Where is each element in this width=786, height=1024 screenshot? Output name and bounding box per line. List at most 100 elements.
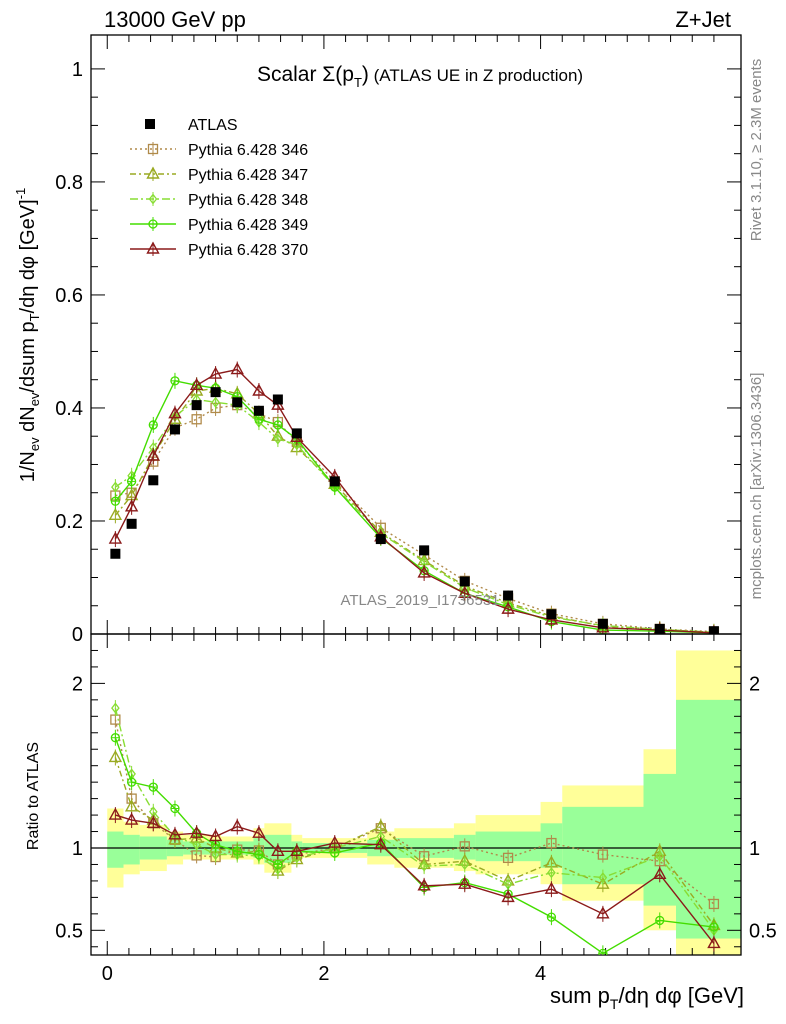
main-y-tick-label: 0.8	[55, 172, 83, 194]
point-data	[253, 405, 264, 416]
x-tick-label: 0	[102, 963, 113, 985]
point-p370	[271, 843, 285, 856]
point-data	[110, 548, 121, 559]
point-p346	[459, 841, 470, 852]
point-p370	[189, 377, 204, 391]
point-data	[503, 590, 514, 601]
point-p347	[108, 507, 123, 521]
x-tick-label: 4	[535, 963, 546, 985]
point-p370	[108, 531, 123, 544]
point-p349	[273, 420, 283, 430]
ratio-y-tick-label-right: 0.5	[749, 920, 777, 942]
legend-marker	[147, 143, 159, 155]
band-green-bin	[107, 831, 124, 868]
point-data	[708, 626, 719, 634]
point-p370	[707, 936, 721, 949]
point-p370	[596, 906, 610, 919]
point-p370	[501, 889, 515, 903]
main-y-tick-label: 0.6	[55, 285, 83, 307]
point-p347	[124, 799, 139, 812]
point-p348	[419, 860, 429, 872]
legend: ATLAS Pythia 6.428 346 Pythia 6.428 347 Pyt…	[130, 117, 308, 259]
main-y-tick-label: 0.4	[55, 398, 83, 420]
x-tick-label: 2	[318, 963, 329, 985]
point-p348	[273, 433, 283, 445]
legend-entry-p347: Pythia 6.428 347	[130, 166, 308, 184]
point-p346	[546, 837, 557, 849]
band-green-bin	[123, 834, 140, 865]
point-p370	[328, 835, 342, 848]
point-p370	[544, 881, 559, 894]
point-p349	[273, 859, 283, 870]
point-data	[272, 394, 283, 405]
point-p346	[502, 852, 514, 864]
ratio-y-tick-label-right: 2	[749, 673, 760, 695]
ratio-y-axis-label: Ratio to ATLAS	[25, 742, 42, 850]
point-p346	[191, 414, 202, 425]
ratio-y-tick-label-right: 1	[749, 838, 760, 860]
analysis-watermark: ATLAS_2019_I1736531	[340, 592, 499, 609]
point-p370	[230, 819, 244, 832]
point-data	[232, 397, 243, 408]
point-p349	[110, 496, 121, 506]
point-data	[169, 424, 180, 435]
point-p370	[653, 866, 667, 880]
point-p348	[547, 867, 556, 879]
point-p347	[108, 750, 123, 763]
series-data	[110, 387, 719, 634]
point-p370	[168, 827, 182, 840]
ratio-bands	[107, 650, 741, 955]
band-green-bin	[643, 773, 676, 906]
legend-marker	[148, 219, 158, 229]
point-p346	[708, 898, 720, 910]
point-p370	[290, 843, 304, 856]
point-p347	[596, 876, 610, 889]
series-p370	[108, 807, 721, 952]
ratio-y-tick-label: 2	[72, 673, 83, 695]
header-right: Z+Jet	[675, 7, 731, 32]
point-p346	[597, 849, 609, 860]
point-p370	[417, 565, 431, 578]
main-y-tick-label: 0.2	[55, 511, 83, 533]
chart-title: Scalar Σ(pT) (ATLAS UE in Z production)	[257, 63, 583, 90]
point-p349	[254, 849, 264, 860]
point-data	[546, 609, 557, 620]
point-data	[654, 623, 665, 634]
point-p349	[655, 915, 665, 926]
point-p348	[460, 858, 470, 871]
point-p370	[417, 878, 431, 891]
point-p349	[254, 414, 264, 424]
point-p370	[252, 825, 266, 838]
legend-entry-p349: Pythia 6.428 349	[130, 217, 308, 234]
point-p349	[170, 803, 180, 814]
point-p348	[111, 481, 120, 493]
point-p370	[124, 499, 139, 512]
point-p370	[208, 829, 223, 842]
point-p370	[146, 448, 160, 461]
ratio-y-tick-label: 0.5	[55, 920, 83, 942]
point-p348	[292, 439, 302, 451]
point-data	[210, 387, 221, 398]
point-p370	[458, 585, 472, 599]
rivet-label: Rivet 3.1.10, ≥ 2.3M events	[748, 59, 765, 242]
point-data	[191, 400, 202, 411]
main-y-tick-label: 1	[72, 59, 83, 81]
point-p348	[655, 850, 665, 862]
legend-marker	[146, 241, 160, 254]
ratio-frame	[90, 633, 742, 956]
point-p370	[252, 383, 266, 396]
point-data	[375, 534, 386, 545]
point-p370	[168, 406, 182, 419]
main-y-tick-label: 0	[72, 624, 83, 646]
point-data	[329, 476, 340, 487]
legend-label: Pythia 6.428 349	[188, 217, 308, 234]
point-p348	[292, 852, 302, 864]
point-p370	[208, 366, 223, 379]
point-p348	[598, 872, 608, 884]
legend-entry-data: ATLAS	[145, 117, 238, 134]
legend-entry-p348: Pythia 6.428 348	[130, 192, 308, 209]
point-data	[291, 428, 302, 439]
header-left: 13000 GeV pp	[104, 7, 246, 32]
point-p349	[110, 733, 121, 743]
